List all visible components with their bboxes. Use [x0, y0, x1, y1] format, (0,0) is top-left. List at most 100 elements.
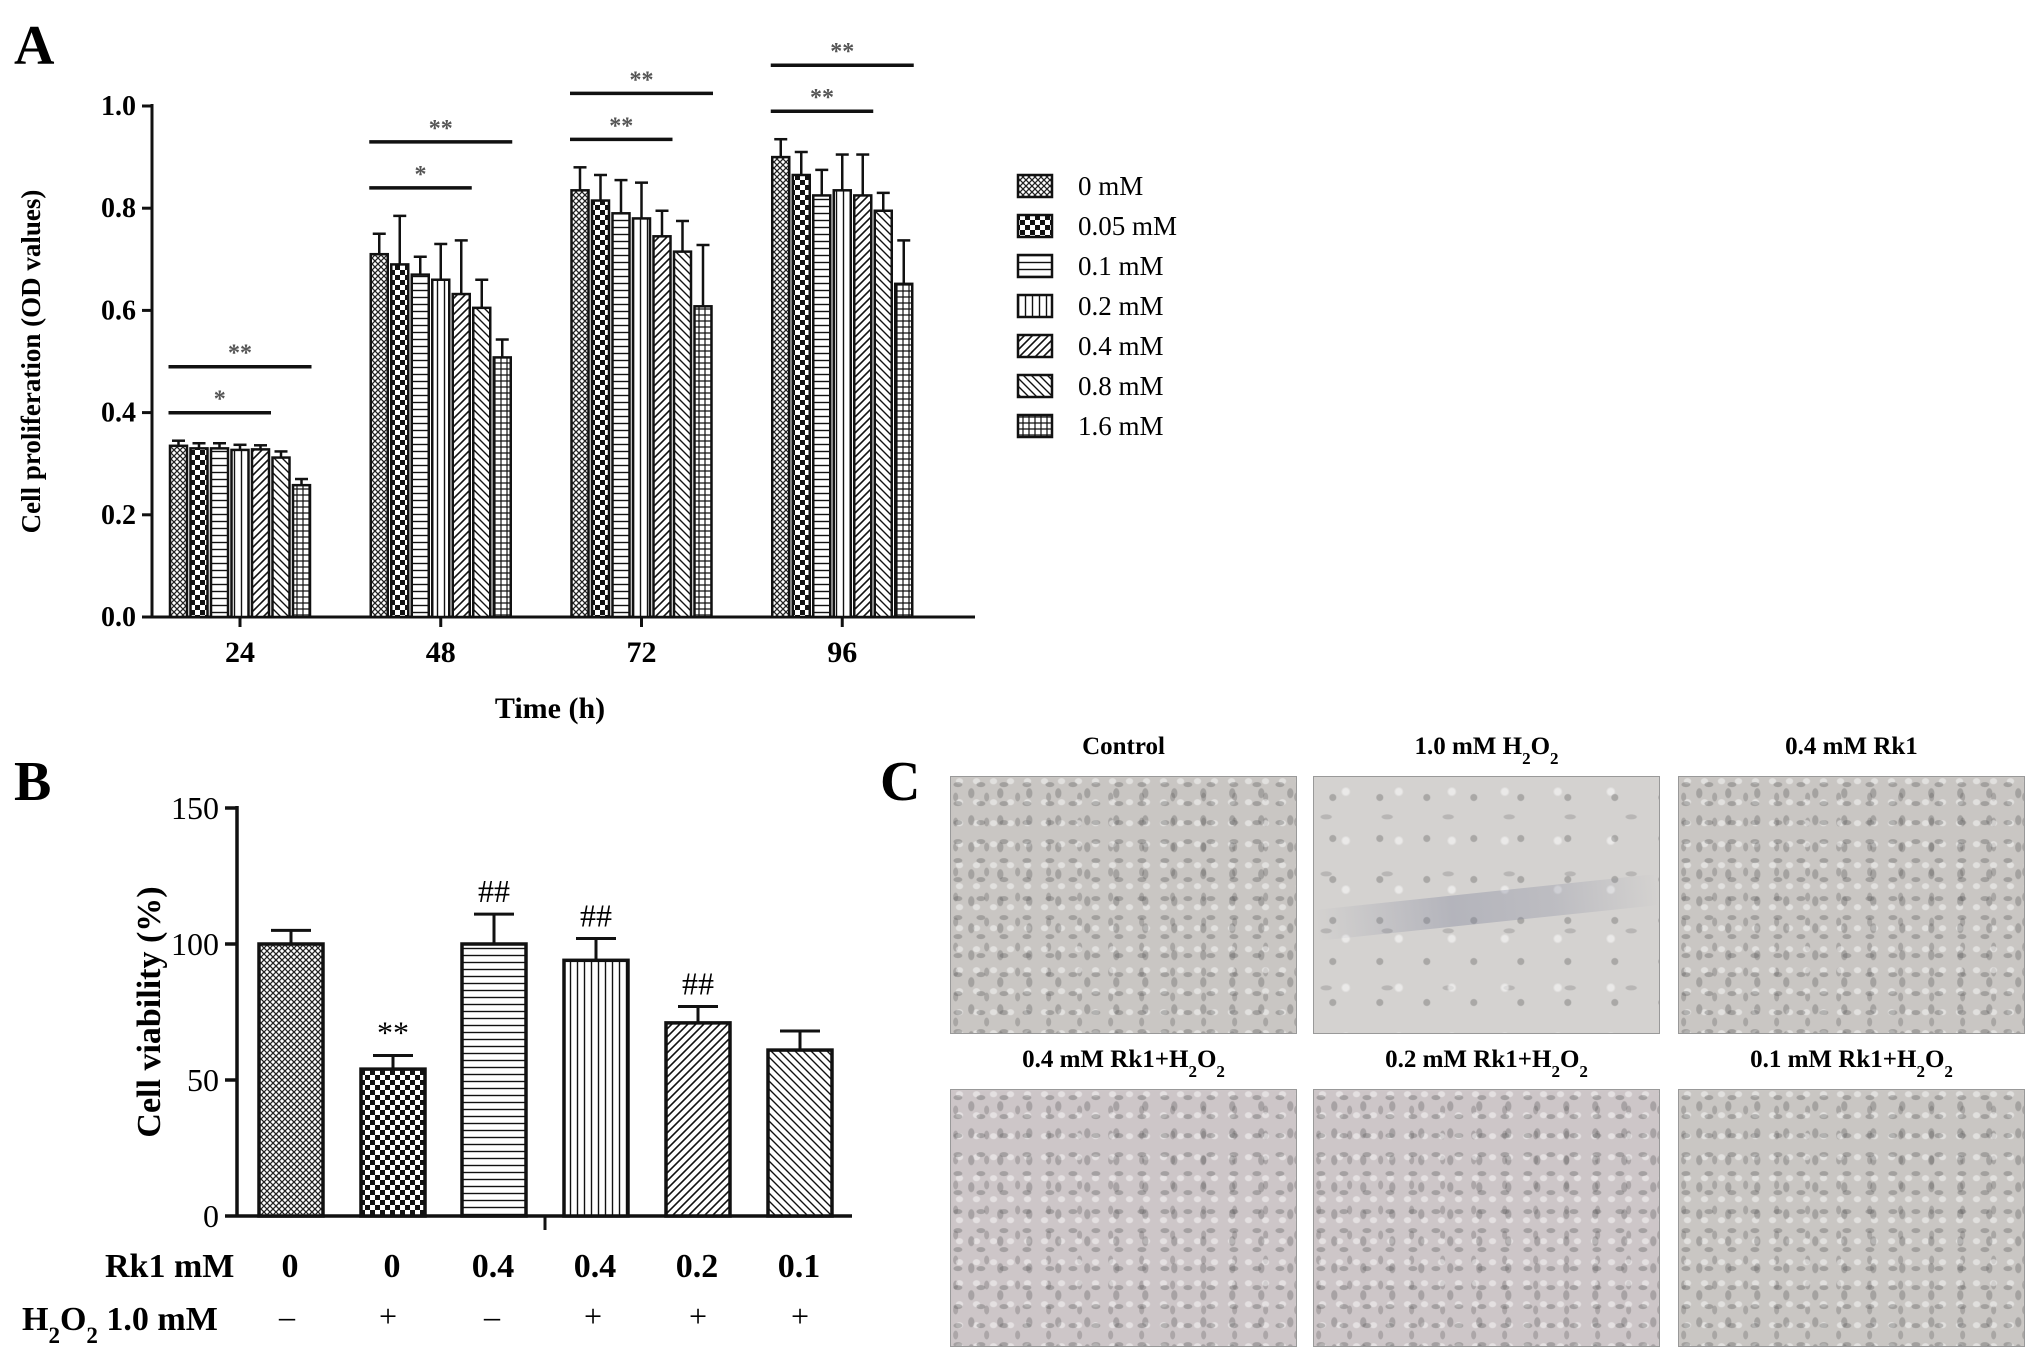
panel-a-y-tick-label: 0.4 — [101, 398, 136, 429]
micrograph-image — [1678, 1089, 2025, 1347]
micrograph-image — [950, 776, 1297, 1034]
panel-a-bar — [369, 252, 389, 619]
rk1-value: 0.2 — [676, 1248, 719, 1285]
panel-a-bar — [271, 456, 291, 619]
h2o2-value: + — [379, 1298, 397, 1334]
legend-swatch — [1016, 253, 1054, 279]
panel-a-significance-label: ** — [810, 85, 834, 111]
rk1-value: 0.1 — [778, 1248, 821, 1285]
panel-a-bar — [631, 217, 652, 619]
panel-a-significance: ************** — [168, 39, 914, 415]
panel-a-bar — [771, 155, 791, 619]
panel-a-legend: 0 mM 0.05 mM 0.1 mM 0.2 mM 0.4 mM 0.8 mM 1.6 m… — [1016, 171, 1177, 441]
micrograph-caption: Control — [1082, 733, 1165, 760]
row-label-h2o2: H2O2 1.0 mM — [22, 1301, 218, 1348]
panel-a-bar — [250, 448, 271, 619]
panel-a-x-tick-label: 96 — [827, 636, 857, 669]
panel-b-y-tick-label: 50 — [187, 1062, 219, 1098]
panel-a-significance-label: ** — [228, 341, 252, 367]
panel-b-bar — [562, 958, 630, 1218]
panel-a-bar — [791, 173, 811, 619]
panel-b-bar — [664, 1021, 732, 1218]
micrograph-caption: 1.0 mM H2O2 — [1414, 733, 1558, 768]
panel-a-y-tick-label: 0.0 — [101, 602, 136, 633]
panel-a-bars — [168, 137, 914, 619]
panel-a-bar — [652, 235, 672, 619]
panel-b-annotation: ## — [580, 898, 612, 934]
panel-a-bar — [611, 212, 631, 619]
legend-label: 1.6 mM — [1078, 411, 1164, 441]
panel-a-significance-label: * — [214, 387, 226, 413]
panel-b-y-tick-label: 150 — [171, 790, 219, 826]
panel-a-significance-label: * — [415, 162, 427, 188]
rk1-value: 0 — [282, 1248, 299, 1285]
panel-a-significance-label: ** — [429, 116, 453, 142]
panel-a-bar — [853, 194, 873, 619]
legend-label: 0.05 mM — [1078, 211, 1177, 241]
panel-a-label: A — [14, 15, 55, 77]
panel-b-condition-rows: Rk1 mM H2O2 1.0 mM 0 0 0.4 0.4 0.2 0.1 – + – + + + — [22, 1248, 820, 1348]
panel-a-bar — [168, 444, 189, 619]
panel-a-bar — [492, 356, 512, 619]
micrograph-image — [950, 1089, 1297, 1347]
panel-a-significance-label: ** — [630, 67, 654, 93]
legend-swatch — [1016, 173, 1054, 199]
rk1-value: 0.4 — [574, 1248, 617, 1285]
legend-label: 0.1 mM — [1078, 251, 1164, 281]
panel-a-bar — [894, 282, 914, 619]
panel-b-bar — [359, 1067, 427, 1218]
micrograph-streak — [1313, 874, 1660, 941]
legend-swatch — [1016, 293, 1054, 319]
h2o2-value: + — [791, 1298, 809, 1334]
panel-a-bar — [189, 447, 209, 619]
panel-b-annotation: ## — [478, 873, 510, 909]
legend-swatch — [1016, 213, 1054, 239]
micrograph-caption: 0.4 mM Rk1 — [1785, 733, 1918, 760]
panel-a-bar — [410, 273, 430, 619]
panel-b-bars: ** ## ## ## — [257, 873, 834, 1218]
h2o2-value: – — [483, 1298, 501, 1334]
panel-a-bar — [693, 305, 713, 619]
panel-a-bar — [570, 189, 590, 619]
micrograph-caption: 0.4 mM Rk1+H2O2 — [1022, 1046, 1225, 1081]
panel-a-bar — [472, 306, 492, 619]
panel-a-bar — [390, 263, 410, 619]
panel-a-bar — [451, 292, 471, 619]
panel-b-y-tick-label: 0 — [203, 1198, 219, 1234]
legend-swatch — [1016, 373, 1054, 399]
panel-a-x-tick-label: 24 — [225, 636, 255, 669]
panel-b-label: B — [14, 751, 51, 813]
legend-label: 0.4 mM — [1078, 331, 1164, 361]
panel-b-y-axis-label: Cell viability (%) — [131, 886, 168, 1137]
h2o2-value: – — [278, 1298, 296, 1334]
panel-b-annotation: ## — [682, 966, 714, 1002]
panel-a-y-tick-label: 0.6 — [101, 295, 136, 326]
panel-a-bar — [230, 448, 250, 619]
panel-b-bar — [766, 1048, 834, 1218]
panel-c-label: C — [880, 751, 920, 813]
rk1-value: 0 — [384, 1248, 401, 1285]
panel-b-annotation: ** — [377, 1015, 409, 1051]
panel-a-y-axis-label: Cell proliferation (OD values) — [16, 190, 46, 534]
panel-a-y-tick-label: 1.0 — [101, 91, 136, 122]
micrograph-image — [1313, 776, 1660, 1034]
panel-a-bar — [209, 447, 230, 619]
micrograph-caption: 0.1 mM Rk1+H2O2 — [1750, 1046, 1953, 1081]
panel-a-bar — [291, 483, 312, 619]
rk1-value: 0.4 — [472, 1248, 515, 1285]
micrograph-image — [1678, 776, 2025, 1034]
panel-a-bar — [590, 199, 611, 619]
panel-a-significance-label: ** — [609, 113, 633, 139]
legend-swatch — [1016, 413, 1054, 439]
panel-a-bar — [873, 209, 893, 619]
panel-b-bar — [257, 942, 325, 1218]
micrograph-image — [1313, 1089, 1660, 1347]
panel-a-bar — [431, 278, 451, 619]
micrograph-caption: 0.2 mM Rk1+H2O2 — [1385, 1046, 1588, 1081]
panel-a-x-tick-label: 48 — [426, 636, 456, 669]
panel-a-x-axis-label: Time (h) — [495, 692, 605, 725]
panel-a-x-tick-label: 72 — [627, 636, 657, 669]
legend-label: 0.8 mM — [1078, 371, 1164, 401]
